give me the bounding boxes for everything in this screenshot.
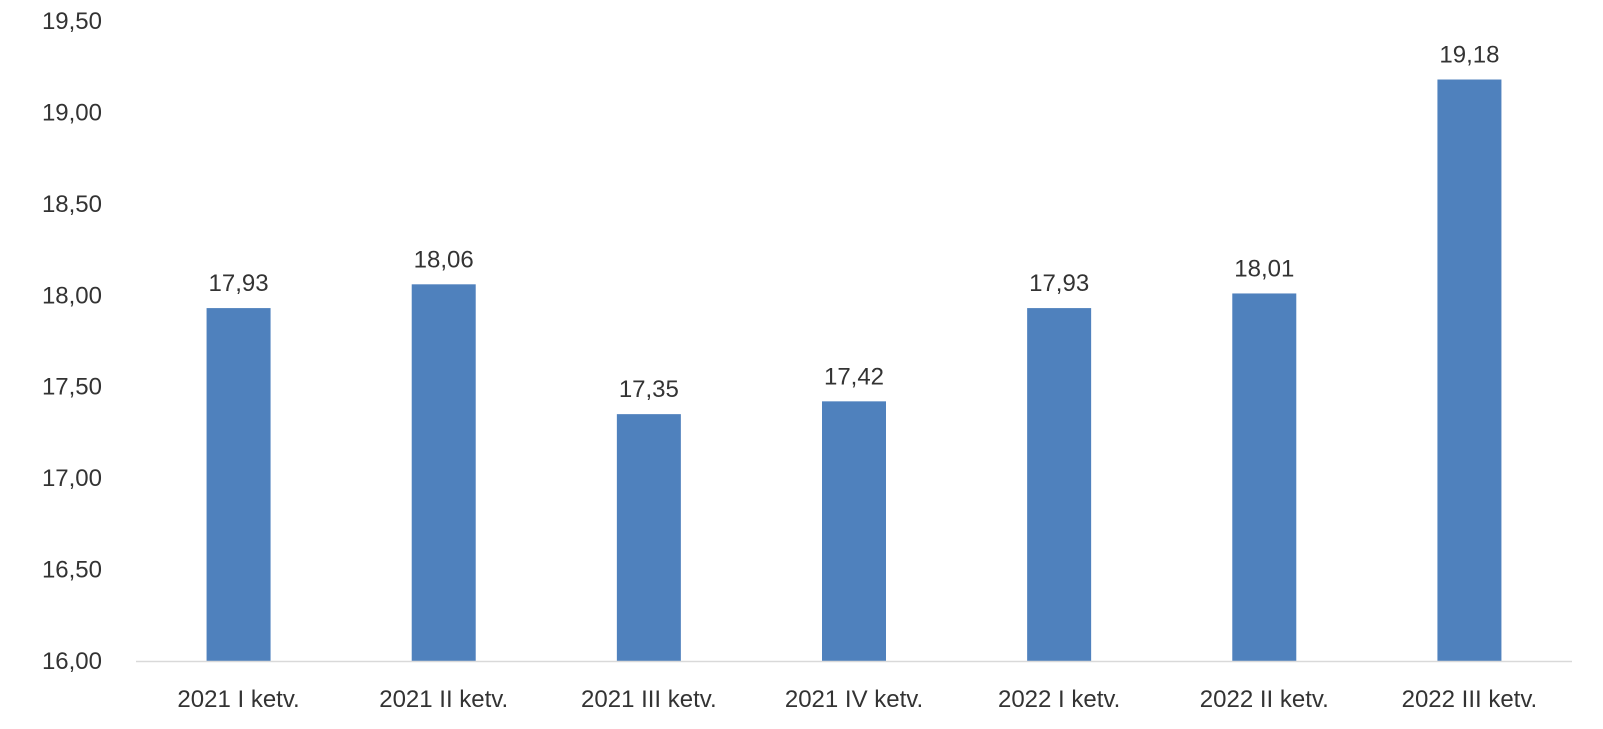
data-label: 17,93 — [1029, 270, 1089, 297]
bar — [1437, 79, 1502, 661]
y-tick-label: 17,50 — [42, 374, 102, 401]
data-label: 19,18 — [1439, 42, 1499, 69]
y-tick-label: 18,50 — [42, 191, 102, 218]
x-tick-label: 2021 III ketv. — [581, 686, 717, 713]
x-axis-tick-labels: 2021 I ketv. 2021 II ketv. 2021 III ketv. 2… — [177, 686, 1537, 713]
bar — [822, 401, 886, 661]
data-label: 18,01 — [1234, 255, 1294, 282]
x-tick-label: 2021 IV ketv. — [785, 686, 923, 713]
x-tick-label: 2022 I ketv. — [998, 686, 1120, 713]
data-labels: 17,93 18,06 17,35 17,42 17,93 18,01 19,18 — [209, 42, 1500, 404]
y-tick-label: 17,00 — [42, 465, 102, 492]
data-label: 17,42 — [824, 363, 884, 390]
x-tick-label: 2021 I ketv. — [177, 686, 299, 713]
y-tick-label: 16,00 — [42, 648, 102, 675]
y-tick-label: 19,00 — [42, 99, 102, 126]
bar — [616, 414, 681, 661]
x-tick-label: 2022 III ketv. — [1402, 686, 1538, 713]
x-tick-label: 2022 II ketv. — [1200, 686, 1329, 713]
bar — [1027, 308, 1092, 661]
bars — [206, 79, 1502, 661]
bar — [206, 308, 271, 661]
data-label: 17,93 — [209, 270, 269, 297]
bar — [1232, 293, 1297, 661]
data-label: 18,06 — [414, 246, 474, 273]
data-label: 17,35 — [619, 376, 679, 403]
bar — [411, 284, 476, 661]
y-axis-tick-labels: 16,00 16,50 17,00 17,50 18,00 18,50 19,00 19,50 — [42, 8, 102, 675]
x-tick-label: 2021 II ketv. — [379, 686, 508, 713]
y-tick-label: 18,00 — [42, 282, 102, 309]
y-tick-label: 16,50 — [42, 557, 102, 584]
y-tick-label: 19,50 — [42, 8, 102, 35]
